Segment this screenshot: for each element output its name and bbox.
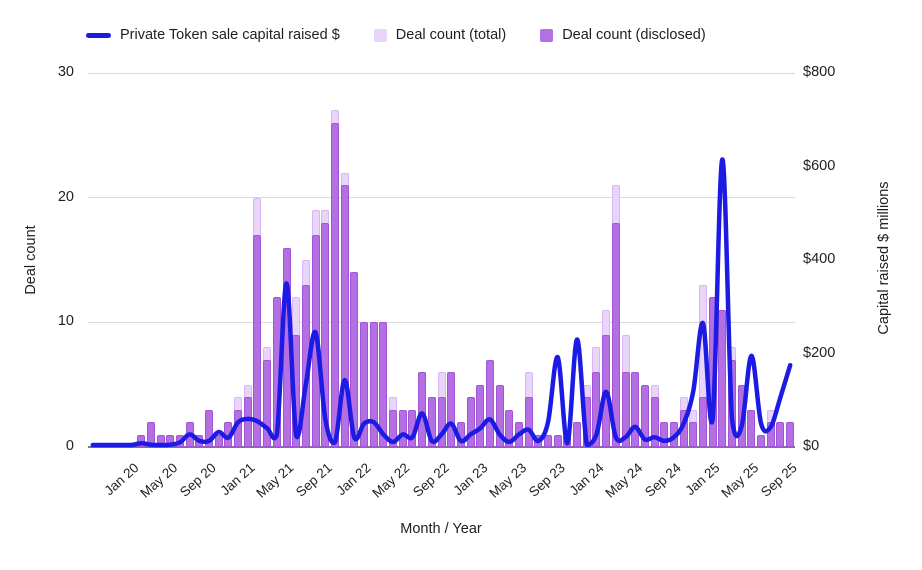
left-axis-ticks: 0 10 20 30 bbox=[0, 64, 80, 454]
x-axis-tick-label: Sep 25 bbox=[758, 460, 801, 500]
x-axis-tick-label: Jan 25 bbox=[682, 460, 723, 499]
bar-deal-count-disclosed[interactable] bbox=[350, 272, 359, 447]
bar-deal-count-disclosed[interactable] bbox=[485, 359, 494, 447]
legend: Private Token sale capital raised $ Deal… bbox=[86, 27, 706, 43]
x-axis-tick-label: Jan 24 bbox=[566, 460, 607, 499]
legend-label: Private Token sale capital raised $ bbox=[120, 27, 340, 43]
line-swatch-icon bbox=[86, 32, 111, 38]
bar-deal-count-disclosed[interactable] bbox=[437, 397, 446, 447]
bar-deal-count-disclosed[interactable] bbox=[631, 372, 640, 447]
bar-deal-count-disclosed[interactable] bbox=[573, 422, 582, 447]
right-axis-tick-label: $200 bbox=[803, 344, 836, 361]
bar-deal-count-disclosed[interactable] bbox=[553, 434, 562, 447]
bar-deal-count-disclosed[interactable] bbox=[650, 397, 659, 447]
x-axis-tick-label: May 22 bbox=[369, 460, 413, 501]
plot-area[interactable] bbox=[88, 72, 795, 448]
left-axis-tick-label: 20 bbox=[57, 188, 74, 205]
bar-deal-count-disclosed[interactable] bbox=[360, 322, 369, 447]
right-axis-tick-label: $0 bbox=[803, 438, 820, 454]
bar-deal-count-disclosed[interactable] bbox=[330, 122, 339, 447]
gridline bbox=[88, 321, 795, 323]
x-axis-tick-label: Jan 23 bbox=[450, 460, 491, 499]
left-axis-title: Deal count bbox=[23, 225, 39, 295]
bar-deal-count-disclosed[interactable] bbox=[786, 422, 795, 447]
right-axis-tick-label: $400 bbox=[803, 251, 836, 267]
right-axis-tick-label: $600 bbox=[803, 157, 836, 174]
bar-deal-count-disclosed[interactable] bbox=[418, 372, 427, 447]
gridline bbox=[88, 72, 795, 74]
bar-deal-count-disclosed[interactable] bbox=[398, 409, 407, 447]
x-axis-tick-label: Sep 24 bbox=[642, 460, 684, 500]
x-axis-tick-label: May 20 bbox=[137, 460, 181, 501]
x-axis-tick-label: Jan 22 bbox=[333, 460, 375, 499]
legend-label: Deal count (total) bbox=[395, 27, 507, 43]
x-axis-line bbox=[88, 446, 795, 448]
bar-deal-count-disclosed[interactable] bbox=[718, 309, 727, 447]
bar-deal-count-disclosed[interactable] bbox=[689, 422, 698, 447]
bar-deal-count-disclosed[interactable] bbox=[466, 397, 475, 447]
bar-deal-count-disclosed[interactable] bbox=[214, 434, 223, 447]
bar-deal-count-disclosed[interactable] bbox=[660, 422, 669, 447]
x-axis-tick-label: May 24 bbox=[602, 460, 646, 501]
bar-deal-count-disclosed[interactable] bbox=[389, 409, 398, 447]
bar-deal-count-disclosed[interactable] bbox=[205, 409, 214, 447]
left-axis-tick-label: 30 bbox=[57, 64, 74, 80]
x-axis-tick-label: May 21 bbox=[253, 460, 297, 501]
bar-deal-count-disclosed[interactable] bbox=[137, 434, 146, 447]
x-axis-tick-label: May 25 bbox=[718, 460, 762, 501]
x-axis-title: Month / Year bbox=[400, 521, 482, 537]
bar-deal-count-disclosed[interactable] bbox=[427, 397, 436, 447]
bar-deal-count-disclosed[interactable] bbox=[263, 359, 272, 447]
bar-deal-count-disclosed[interactable] bbox=[447, 372, 456, 447]
x-axis-tick-label: Sep 20 bbox=[177, 460, 220, 500]
legend-label: Deal count (disclosed) bbox=[562, 27, 706, 43]
bar-deal-count-disclosed[interactable] bbox=[621, 372, 630, 447]
x-axis-tick-label: Sep 22 bbox=[409, 460, 452, 500]
bar-deal-count-disclosed[interactable] bbox=[776, 422, 785, 447]
right-axis-ticks: $0 $200 $400 $600 $800 bbox=[803, 64, 873, 454]
x-axis-labels: Jan 20 May 20 Sep 20 Jan 21 May 21 Sep 21 Jan … bbox=[88, 454, 800, 514]
gridline bbox=[88, 197, 795, 199]
left-axis-tick-label: 0 bbox=[65, 438, 74, 454]
bar-deal-count-disclosed[interactable] bbox=[253, 235, 262, 447]
legend-item-capital-raised: Private Token sale capital raised $ bbox=[86, 27, 340, 43]
total-swatch-icon bbox=[373, 28, 387, 42]
bar-deal-count-disclosed[interactable] bbox=[640, 384, 649, 447]
capital-raised-line bbox=[90, 157, 793, 448]
bar-deal-count-disclosed[interactable] bbox=[340, 185, 349, 447]
bar-deal-count-disclosed[interactable] bbox=[243, 397, 252, 447]
x-axis-tick-label: Sep 21 bbox=[293, 460, 336, 500]
bar-deal-count-disclosed[interactable] bbox=[544, 434, 553, 447]
bar-deal-count-disclosed[interactable] bbox=[611, 222, 620, 447]
left-axis-tick-label: 10 bbox=[57, 313, 74, 330]
right-axis-tick-label: $800 bbox=[803, 64, 836, 80]
legend-item-deal-count-disclosed: Deal count (disclosed) bbox=[540, 27, 706, 43]
x-axis-tick-label: May 23 bbox=[486, 460, 530, 501]
right-axis-title: Capital raised $ millions bbox=[876, 181, 892, 335]
bar-deal-count-disclosed[interactable] bbox=[524, 397, 533, 447]
bar-deal-count-disclosed[interactable] bbox=[321, 222, 330, 447]
bar-deal-count-disclosed[interactable] bbox=[747, 409, 756, 447]
disclosed-swatch-icon bbox=[540, 28, 554, 42]
x-axis-tick-label: Sep 23 bbox=[525, 460, 568, 500]
bar-deal-count-disclosed[interactable] bbox=[369, 322, 378, 447]
legend-item-deal-count-total: Deal count (total) bbox=[373, 27, 507, 43]
x-axis-tick-label: Jan 20 bbox=[101, 460, 142, 499]
bar-deal-count-disclosed[interactable] bbox=[476, 384, 485, 447]
bar-deal-count-disclosed[interactable] bbox=[698, 397, 707, 447]
bar-deal-count-disclosed[interactable] bbox=[495, 384, 504, 447]
bar-deal-count-disclosed[interactable] bbox=[757, 434, 766, 447]
bar-deal-count-disclosed[interactable] bbox=[505, 409, 514, 447]
bar-deal-count-disclosed[interactable] bbox=[379, 322, 388, 447]
x-axis-tick-label: Jan 21 bbox=[217, 460, 258, 499]
